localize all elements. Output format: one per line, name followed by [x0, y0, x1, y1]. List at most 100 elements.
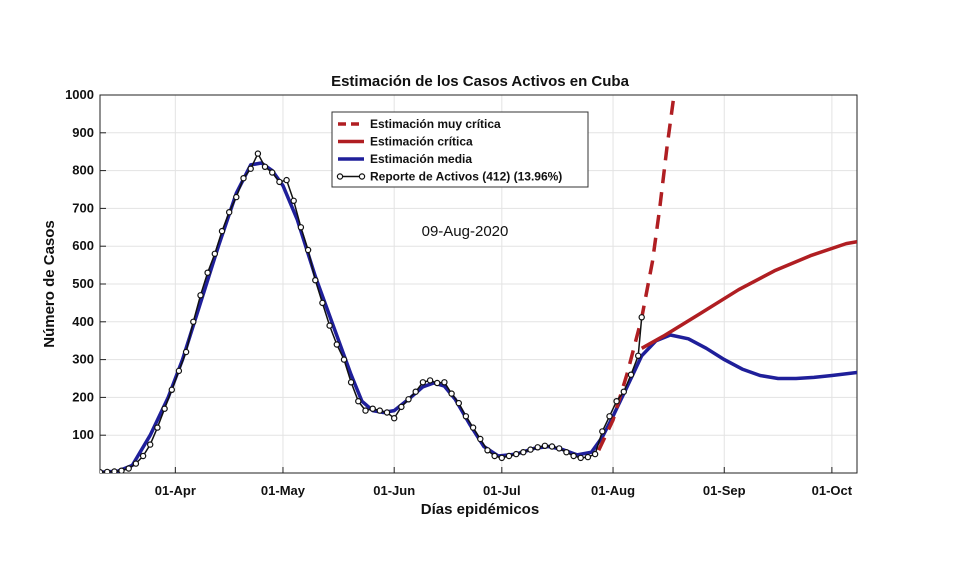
reported-data-point — [111, 468, 118, 473]
reported-data-point — [591, 450, 599, 458]
reported-data-point — [362, 407, 369, 414]
reported-data-point — [254, 150, 262, 157]
y-tick-label: 700 — [72, 200, 94, 215]
y-tick-label: 1000 — [65, 87, 94, 102]
reported-data-point — [276, 178, 283, 186]
reported-data-point — [606, 413, 613, 420]
reported-data-point — [434, 379, 441, 387]
reported-data-point — [125, 465, 132, 472]
reported-data-point — [225, 208, 233, 216]
reported-data-point — [620, 388, 628, 395]
reported-data-point — [455, 399, 462, 407]
y-tick-label: 100 — [72, 427, 94, 442]
reported-data-point — [247, 165, 254, 172]
reported-data-point — [484, 447, 491, 454]
reported-data-point — [419, 379, 427, 386]
reported-data-point — [297, 224, 305, 231]
x-tick-label: 01-Jul — [483, 483, 521, 498]
reported-data-point — [599, 428, 606, 435]
reported-data-point — [132, 460, 140, 467]
reported-data-point — [369, 405, 376, 412]
reported-data-point — [426, 377, 434, 384]
reported-data-point — [355, 398, 362, 405]
reported-data-point — [190, 318, 197, 325]
series-1-line — [640, 239, 857, 350]
legend-label: Estimación media — [370, 152, 472, 166]
reported-data-point — [491, 452, 498, 460]
legend-label: Reporte de Activos (412) (13.96%) — [370, 170, 562, 184]
reported-data-point — [168, 386, 175, 393]
series-0-line-very-critical — [597, 95, 676, 452]
reported-data-point — [182, 348, 190, 356]
reported-data-point — [204, 269, 211, 276]
reported-data-point — [100, 469, 104, 473]
legend-label: Estimación crítica — [370, 135, 473, 149]
reported-data-point — [312, 277, 319, 284]
x-tick-label: 01-Aug — [591, 483, 635, 498]
y-tick-label: 800 — [72, 163, 94, 178]
reported-data-point — [548, 443, 556, 450]
reported-data-point — [638, 314, 645, 321]
reported-data-point — [627, 371, 635, 378]
y-tick-label: 900 — [72, 125, 94, 140]
reported-data-point — [570, 452, 577, 460]
reported-data-point — [398, 403, 405, 411]
reported-data-point — [498, 454, 505, 462]
reported-data-point — [218, 227, 226, 235]
legend-label: Estimación muy crítica — [370, 117, 501, 131]
reported-data-point — [376, 407, 383, 414]
y-tick-label: 600 — [72, 238, 94, 253]
reported-data-point — [154, 424, 161, 431]
reported-data-point — [333, 341, 340, 348]
reported-data-point — [563, 449, 570, 456]
reported-data-point — [283, 176, 290, 184]
x-tick-label: 01-Jun — [373, 483, 415, 498]
y-tick-label: 200 — [72, 389, 94, 404]
reported-data-point — [441, 379, 448, 386]
reported-data-point — [527, 446, 534, 453]
reported-data-point — [340, 356, 348, 363]
reported-data-point — [161, 405, 168, 412]
y-tick-label: 400 — [72, 314, 94, 329]
reported-data-point — [261, 163, 269, 170]
reported-data-point — [211, 250, 218, 257]
reported-data-point — [319, 299, 326, 307]
reported-data-point — [635, 352, 642, 359]
x-axis-label: Días epidémicos — [421, 501, 539, 518]
reported-data-point — [383, 409, 391, 416]
reported-data-point — [477, 435, 484, 443]
legend-box — [331, 111, 589, 188]
reported-data-point — [197, 292, 204, 299]
legend-marker — [358, 173, 366, 180]
reported-data-point — [139, 452, 147, 460]
reported-data-point — [304, 246, 312, 254]
x-tick-label: 01-Apr — [155, 483, 196, 498]
reported-data-point — [146, 441, 154, 448]
reported-data-point — [412, 388, 419, 395]
reported-data-point — [233, 193, 240, 201]
reported-data-point — [577, 454, 584, 462]
chart-title: Estimación de los Casos Activos en Cuba — [331, 73, 630, 90]
reported-data-point — [534, 444, 541, 451]
reported-data-point — [391, 415, 398, 422]
legend: Estimación muy crítica Estimación crítica… — [331, 111, 589, 188]
y-tick-label: 300 — [72, 352, 94, 367]
reported-data-point — [556, 445, 563, 452]
reported-data-point — [269, 169, 276, 176]
x-tick-label: 01-Sep — [703, 483, 746, 498]
reported-data-point — [347, 379, 355, 386]
reported-data-point — [513, 450, 520, 458]
date-annotation: 09-Aug-2020 — [422, 223, 509, 240]
x-tick-label: 01-Oct — [812, 483, 853, 498]
reported-data-point — [118, 467, 125, 473]
reported-data-point — [175, 367, 183, 375]
reported-data-point — [326, 322, 333, 329]
y-tick-label: 500 — [72, 276, 94, 291]
reported-data-point — [448, 390, 455, 397]
reported-data-point — [104, 468, 111, 473]
legend-marker — [336, 173, 344, 180]
reported-data-point — [290, 197, 297, 204]
reported-data-point — [541, 442, 549, 449]
